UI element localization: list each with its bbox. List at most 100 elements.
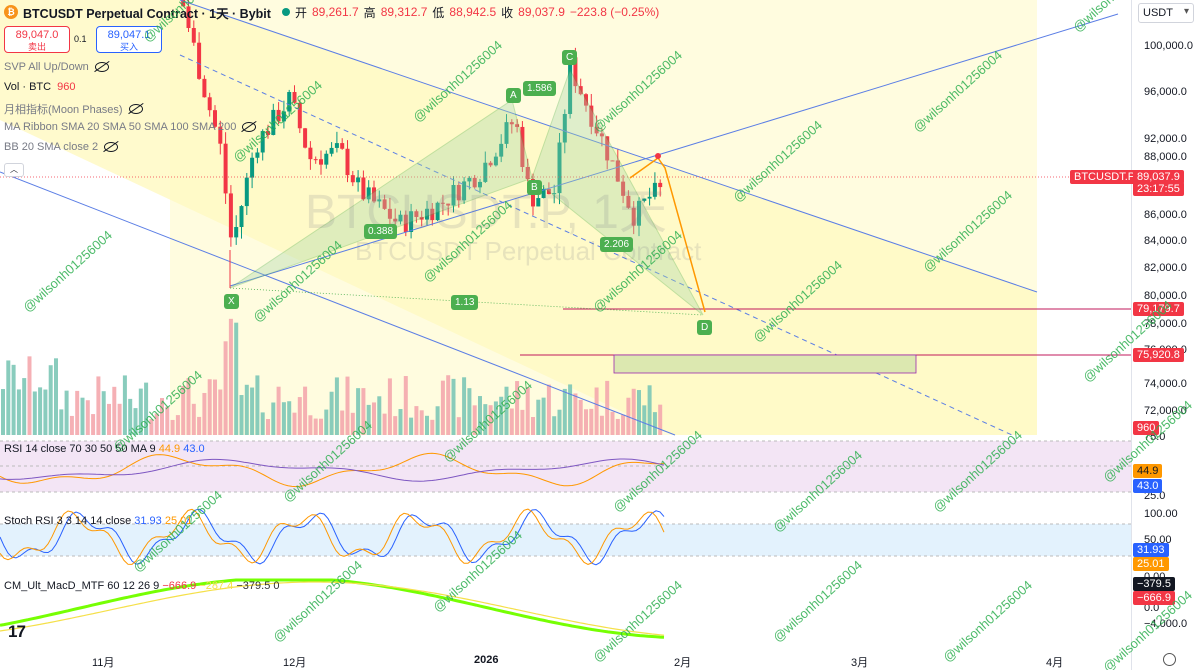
currency-select[interactable]: USDT: [1138, 3, 1194, 23]
candle-body: [334, 143, 339, 148]
volume-bar: [297, 397, 302, 435]
candle-body: [356, 177, 361, 183]
tradingview-logo[interactable]: 17: [8, 622, 26, 641]
candle-body: [377, 199, 382, 202]
volume-bar: [250, 387, 255, 435]
indicator-bb[interactable]: BB 20 SMA close 2: [4, 141, 119, 153]
volume-bar: [584, 409, 588, 435]
ratio-label-xab[interactable]: 0.388: [364, 224, 398, 239]
volume-bar: [568, 384, 573, 435]
sell-button[interactable]: 89,047.0 卖出: [4, 26, 70, 53]
symbol-header[interactable]: ₿ BTCUSDT Perpetual Contract · 1天 · Bybi…: [4, 3, 659, 21]
pattern-point-b[interactable]: B: [527, 180, 542, 195]
rsi-line: [0, 452, 665, 488]
candle-body: [578, 86, 583, 95]
volume-bar: [1, 389, 5, 435]
candle-body: [372, 187, 376, 202]
rsi-legend[interactable]: RSI 14 close 70 30 50 50 MA 9 44.9 43.0: [4, 443, 205, 455]
candle-body: [213, 110, 217, 127]
ratio-label-xad[interactable]: 1.13: [451, 295, 479, 310]
indicator-svp[interactable]: SVP All Up/Down: [4, 61, 109, 73]
buy-button[interactable]: 89,047.1 买入: [96, 26, 162, 53]
volume-bar: [107, 403, 111, 435]
time-tick: 4月: [1046, 657, 1064, 669]
volume-bar: [387, 378, 392, 435]
ratio-label-bcd[interactable]: 2.206: [600, 237, 634, 252]
volume-bar: [419, 410, 424, 435]
candle-body: [382, 199, 387, 209]
volume-bar: [133, 408, 138, 435]
pattern-point-d[interactable]: D: [697, 320, 713, 335]
indicator-ma-ribbon[interactable]: MA Ribbon SMA 20 SMA 50 SMA 100 SMA 200: [4, 121, 257, 133]
candle-body: [615, 160, 620, 182]
volume-bar: [213, 379, 217, 435]
pattern-point-a[interactable]: A: [506, 88, 521, 103]
rsi-label: RSI 14 close 70 30 50 50 MA 9: [4, 443, 156, 455]
stoch-legend[interactable]: Stoch RSI 3 3 14 14 close 31.93 25.01: [4, 515, 192, 527]
hidden-eye-icon[interactable]: [104, 142, 119, 152]
candle-body: [652, 182, 657, 197]
volume-bar: [54, 358, 58, 435]
candle-body: [446, 203, 451, 206]
market-status-icon: [281, 8, 290, 16]
volume-bar: [223, 341, 228, 435]
volume-bar: [181, 385, 186, 435]
hidden-eye-icon[interactable]: [94, 62, 109, 72]
volume-bar: [191, 403, 196, 435]
volume-bar: [69, 415, 74, 435]
symbol-title[interactable]: BTCUSDT Perpetual Contract · 1天 · Bybit: [23, 6, 271, 21]
volume-bar: [43, 389, 48, 435]
volume-bar: [478, 396, 482, 435]
candle-body: [234, 227, 239, 238]
candle-body: [451, 184, 456, 206]
projection-up: [629, 157, 659, 179]
collapse-legend-button[interactable]: ︿: [4, 163, 24, 177]
volume-bar: [303, 386, 308, 435]
candle-body: [313, 159, 318, 161]
time-tick: 2026: [474, 654, 499, 666]
volume-bar: [160, 398, 164, 435]
pattern-point-x[interactable]: X: [224, 294, 239, 309]
candle-body: [478, 181, 482, 188]
volume-bar: [170, 419, 175, 435]
volume-bar: [144, 382, 149, 435]
candle-body: [647, 196, 652, 199]
settings-gear-icon[interactable]: [1163, 653, 1176, 666]
volume-bar: [175, 415, 180, 435]
volume-bar: [546, 384, 551, 435]
indicator-moon-phases[interactable]: 月相指标(Moon Phases): [4, 101, 143, 117]
pattern-point-c[interactable]: C: [562, 50, 578, 65]
low-label: 低: [432, 5, 445, 20]
volume-bar: [276, 386, 281, 435]
candle-body: [181, 0, 186, 7]
candle-body: [435, 202, 440, 221]
stoch-tag-1: 31.93: [1133, 543, 1169, 557]
hidden-eye-icon[interactable]: [242, 122, 257, 132]
hidden-eye-icon[interactable]: [128, 104, 143, 114]
volume-bar: [308, 415, 313, 435]
high-value: 89,312.7: [380, 5, 428, 19]
candle-body: [366, 187, 371, 200]
macd-legend[interactable]: CM_Ult_MacD_MTF 60 12 26 9 −666.9 −287.4…: [4, 580, 280, 592]
volume-bar: [552, 416, 557, 435]
candle-body: [308, 147, 313, 160]
high-label: 高: [363, 5, 376, 20]
drawings: [0, 0, 1131, 436]
volume-bar: [599, 415, 604, 435]
trend-line: [229, 13, 1119, 287]
volume-bar: [493, 401, 498, 435]
candle-body: [599, 133, 604, 137]
channel-upper-line: [179, 0, 1038, 293]
volume-bar: [382, 413, 387, 435]
volume-bar: [128, 398, 133, 435]
candle-body: [403, 214, 408, 232]
volume-bar: [207, 379, 212, 435]
indicator-volume[interactable]: Vol · BTC 960: [4, 81, 75, 93]
volume-bar: [398, 409, 403, 435]
volume-bar: [345, 376, 350, 435]
sell-label: 卖出: [27, 42, 46, 52]
candle-body: [515, 124, 520, 127]
price-chart[interactable]: [0, 0, 1131, 670]
ratio-label-abc[interactable]: 1.586: [523, 81, 557, 96]
volume-bar: [425, 415, 429, 435]
